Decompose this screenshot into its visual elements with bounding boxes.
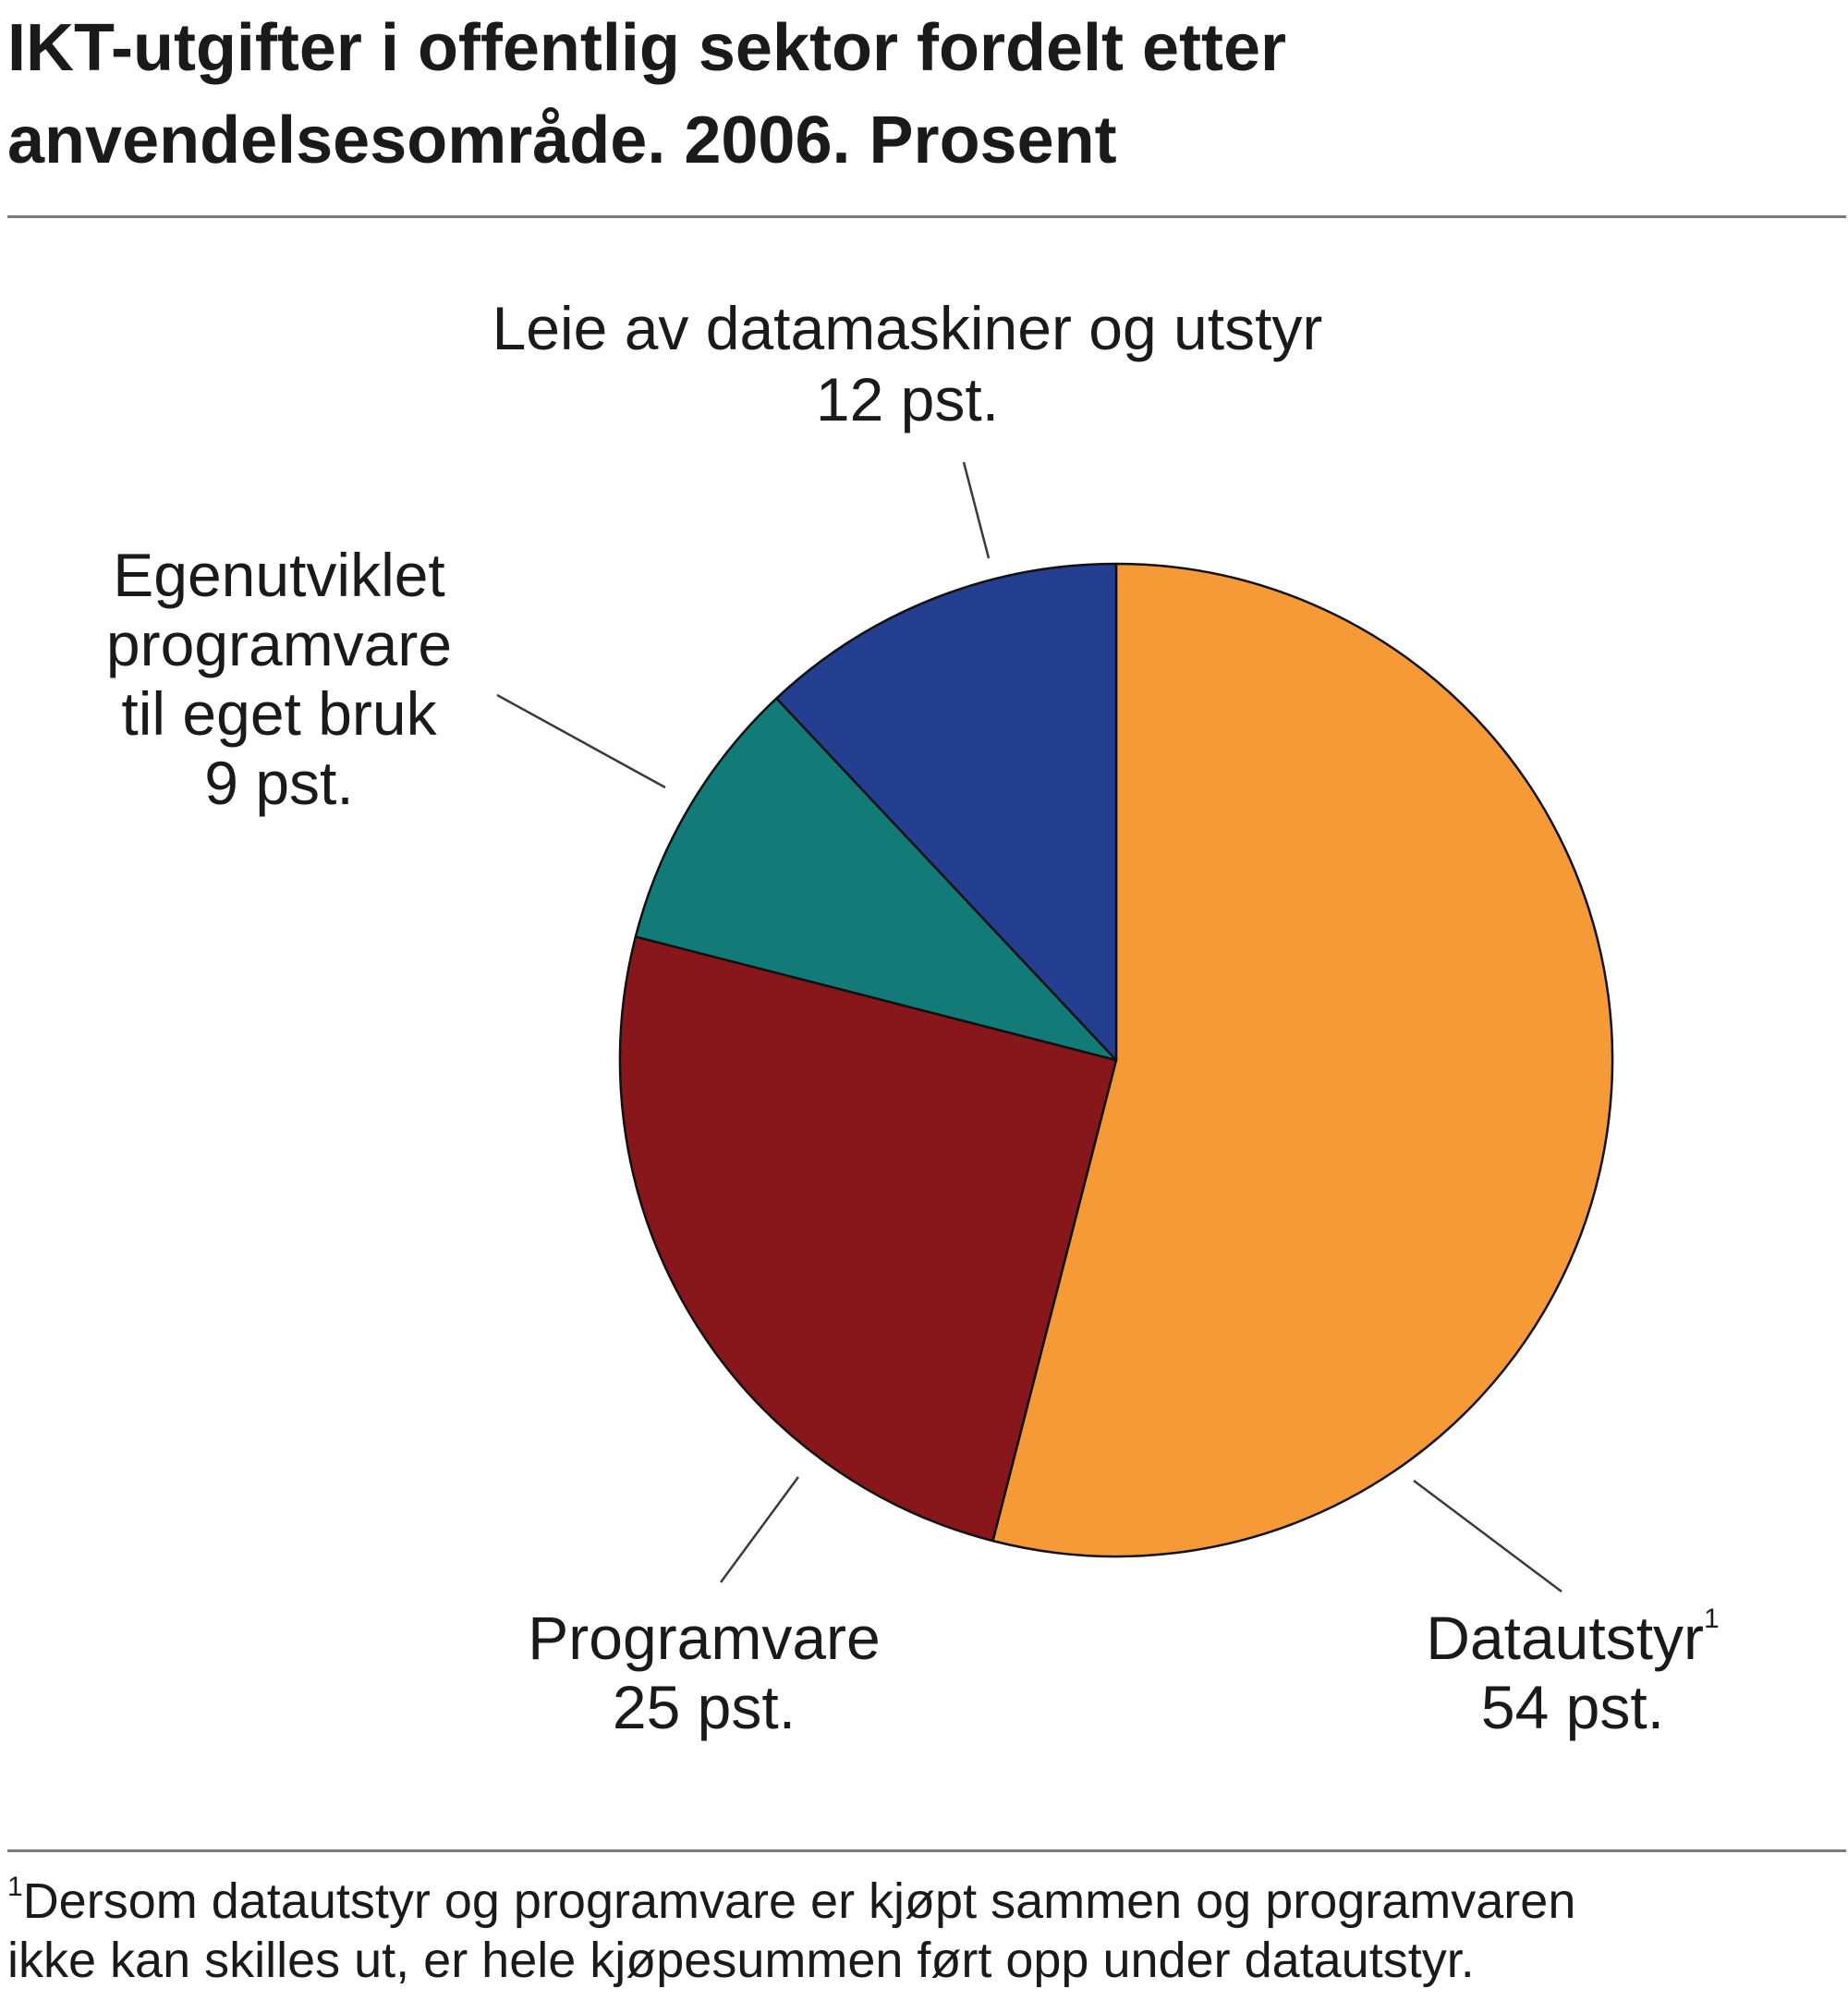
- footnote-ref-marker: 1: [1704, 1604, 1720, 1634]
- slice-label-egenutviklet-programvare-til-eget-bruk-2: programvare: [106, 610, 452, 678]
- bottom-divider: [7, 1849, 1846, 1852]
- leader-line-datautstyr: [1413, 1480, 1562, 1592]
- pie-slice-egenutviklet-programvare-til-eget-bruk: [634, 697, 1118, 1062]
- slice-value-datautstyr: 54 pst.: [1481, 1673, 1664, 1741]
- pie-slice-datautstyr: [991, 562, 1614, 1558]
- chart-title: IKT-utgifter i offentlig sektor fordelt …: [7, 2, 1837, 187]
- chart-title-line-2: anvendelsesområde. 2006. Prosent: [7, 104, 1117, 177]
- slice-value-egenutviklet-programvare-til-eget-bruk: 9 pst.: [204, 749, 353, 817]
- pie-slice-programvare: [618, 935, 1118, 1543]
- leader-line-programvare: [719, 1476, 800, 1583]
- footnote: 1Dersom datautstyr og programvare er kjø…: [7, 1872, 1842, 1990]
- slice-label-leie-av-datamaskiner-og-utstyr-1: Leie av datamaskiner og utstyr: [492, 294, 1323, 362]
- leader-lines: [496, 461, 1562, 1592]
- slice-label-egenutviklet-programvare-til-eget-bruk-1: Egenutviklet: [113, 541, 445, 609]
- slice-label-datautstyr-1: Datautstyr1: [1426, 1604, 1719, 1672]
- pie-slices: [618, 562, 1614, 1558]
- top-divider: [7, 215, 1846, 218]
- pie-slice-leie-av-datamaskiner-og-utstyr: [775, 562, 1118, 1062]
- slice-value-programvare: 25 pst.: [613, 1673, 796, 1741]
- slice-value-leie-av-datamaskiner-og-utstyr: 12 pst.: [816, 365, 999, 433]
- leader-line-egenutviklet-programvare-til-eget-bruk: [496, 693, 666, 789]
- footnote-marker: 1: [7, 1872, 23, 1902]
- footnote-line-1: Dersom datautstyr og programvare er kjøp…: [22, 1873, 1576, 1929]
- footnote-line-2: ikke kan skilles ut, er hele kjøpesummen…: [7, 1933, 1475, 1988]
- chart-title-line-1: IKT-utgifter i offentlig sektor fordelt …: [7, 11, 1287, 85]
- slice-label-programvare-1: Programvare: [528, 1604, 880, 1672]
- leader-line-leie-av-datamaskiner-og-utstyr: [962, 461, 991, 559]
- slice-label-egenutviklet-programvare-til-eget-bruk-3: til eget bruk: [121, 679, 437, 748]
